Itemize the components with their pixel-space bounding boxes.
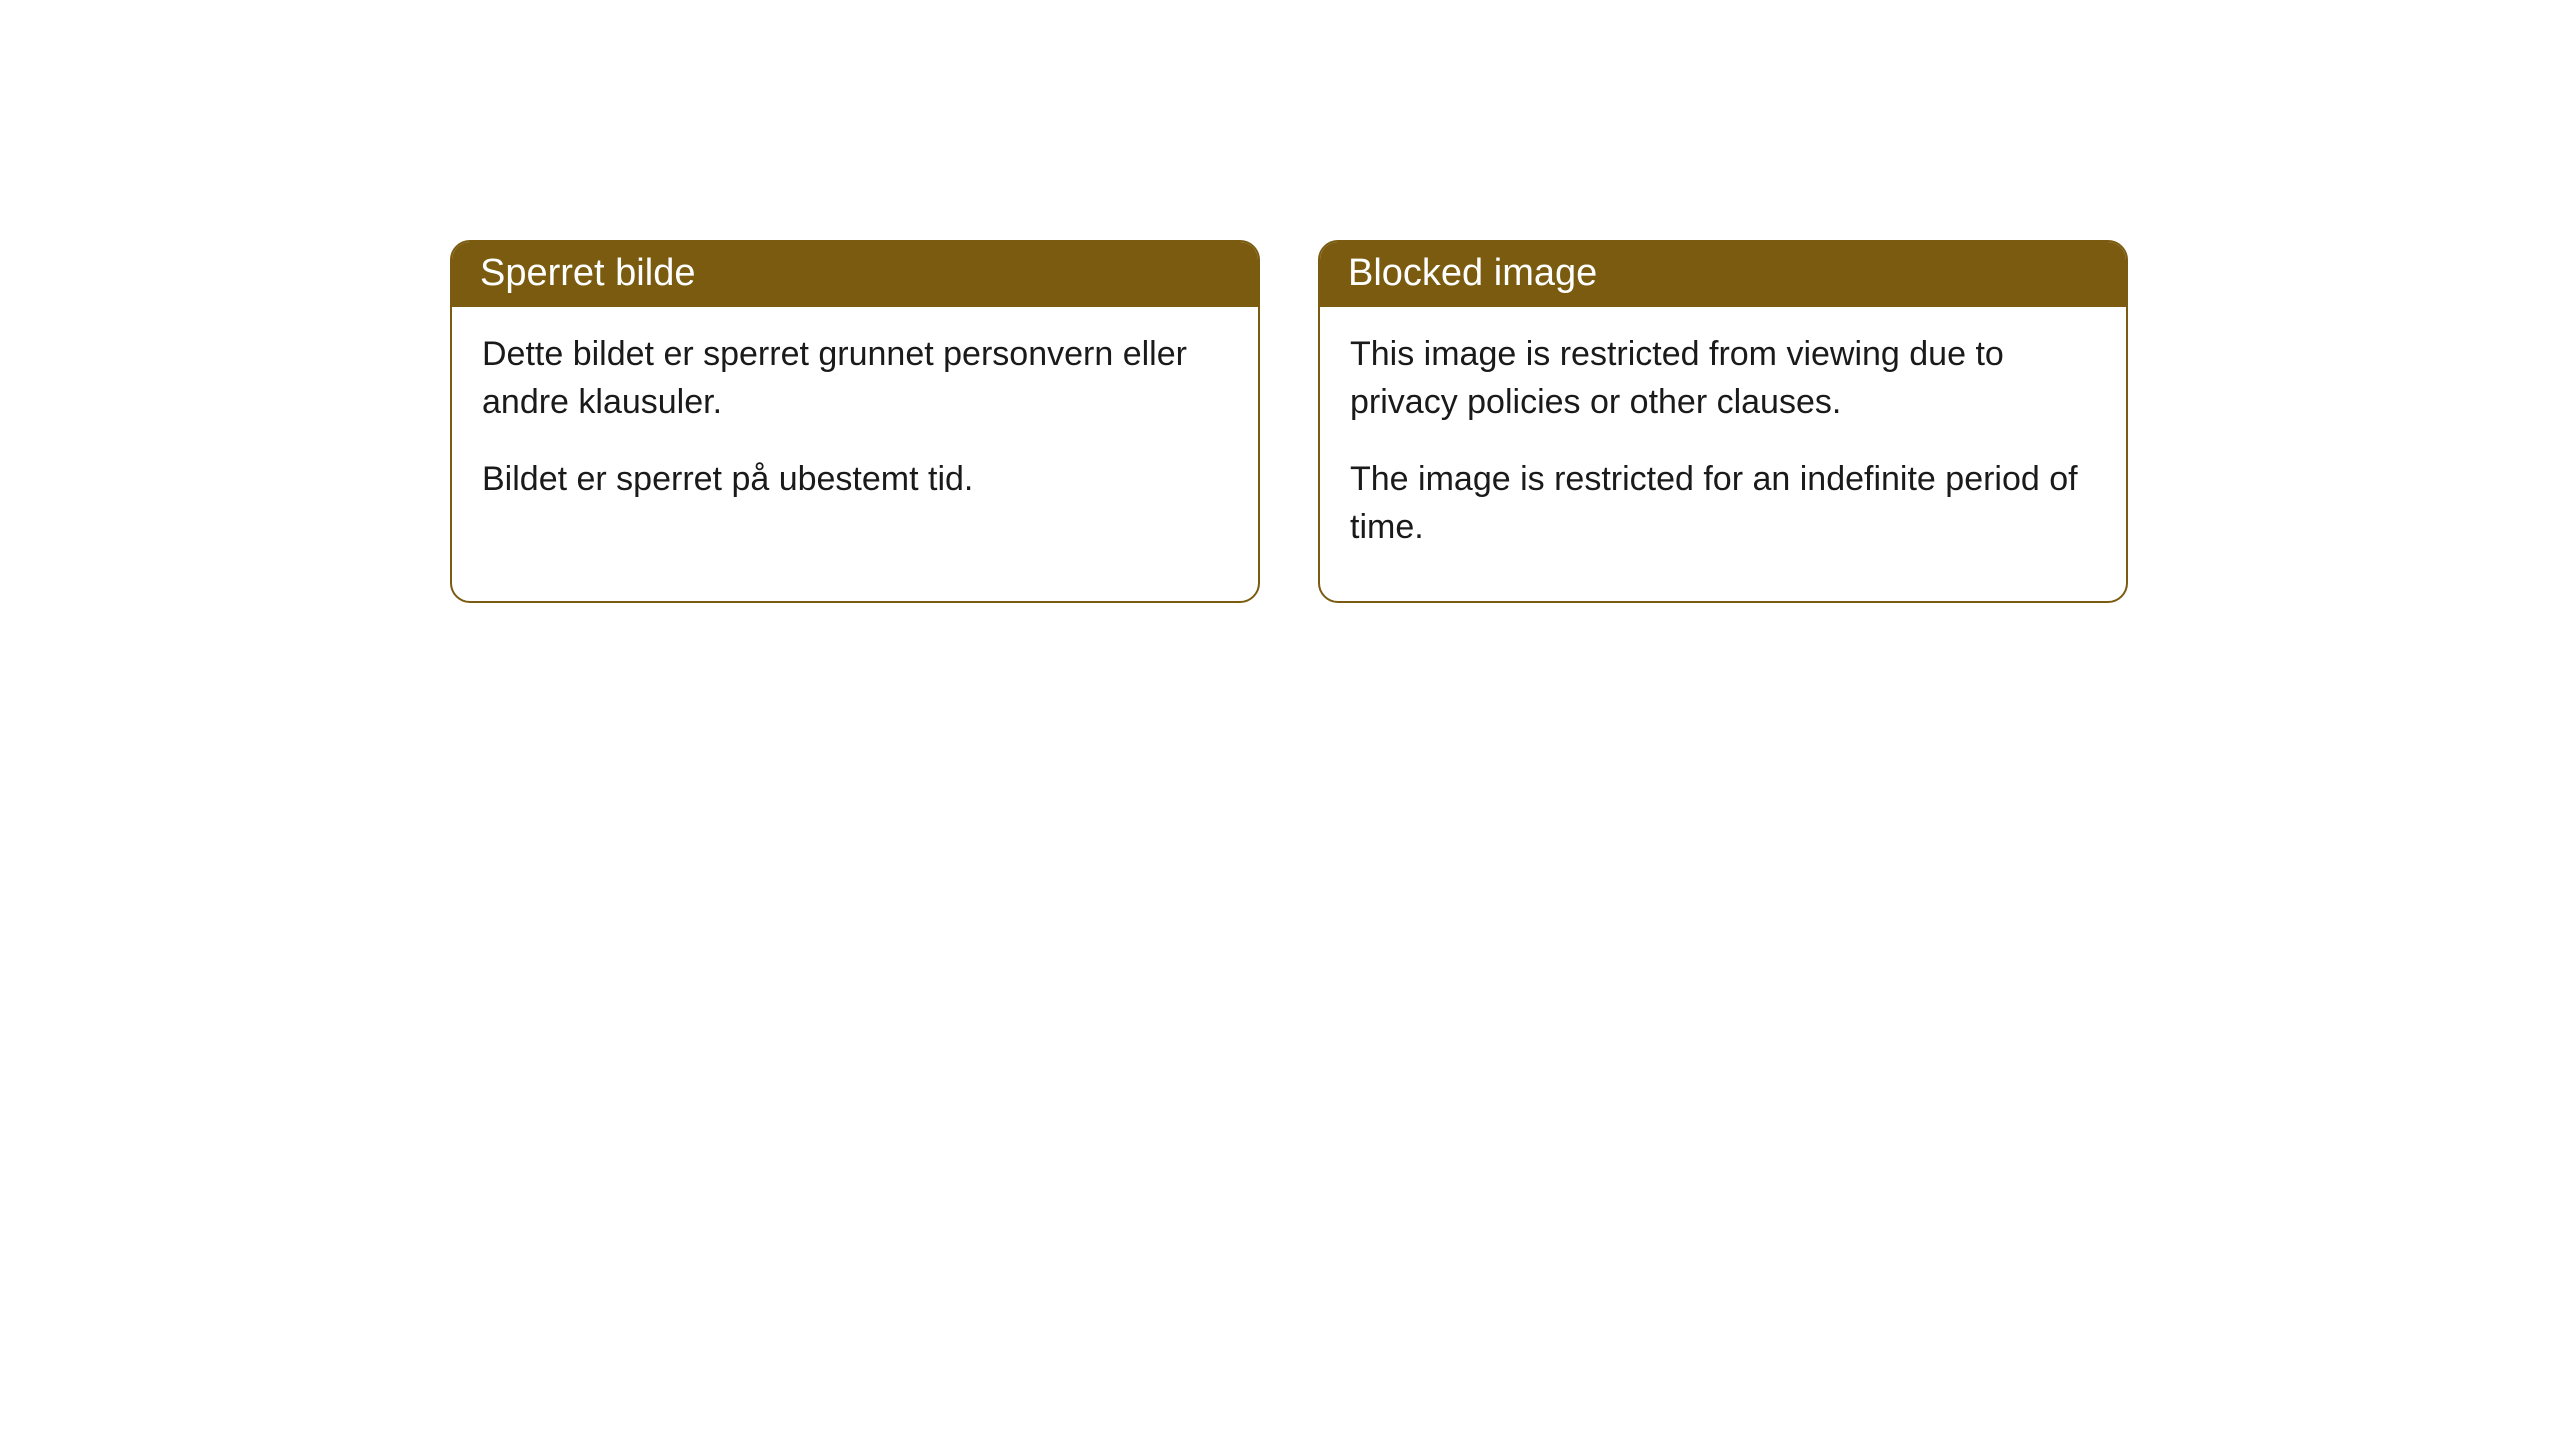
notice-card-body: Dette bildet er sperret grunnet personve… [452,307,1258,554]
notice-paragraph: Dette bildet er sperret grunnet personve… [482,331,1228,426]
notice-paragraph: Bildet er sperret på ubestemt tid. [482,456,1228,504]
notice-cards-container: Sperret bilde Dette bildet er sperret gr… [450,240,2560,603]
notice-card-norwegian: Sperret bilde Dette bildet er sperret gr… [450,240,1260,603]
notice-card-body: This image is restricted from viewing du… [1320,307,2126,601]
notice-paragraph: This image is restricted from viewing du… [1350,331,2096,426]
notice-card-title: Sperret bilde [452,242,1258,307]
notice-paragraph: The image is restricted for an indefinit… [1350,456,2096,551]
notice-card-english: Blocked image This image is restricted f… [1318,240,2128,603]
notice-card-title: Blocked image [1320,242,2126,307]
